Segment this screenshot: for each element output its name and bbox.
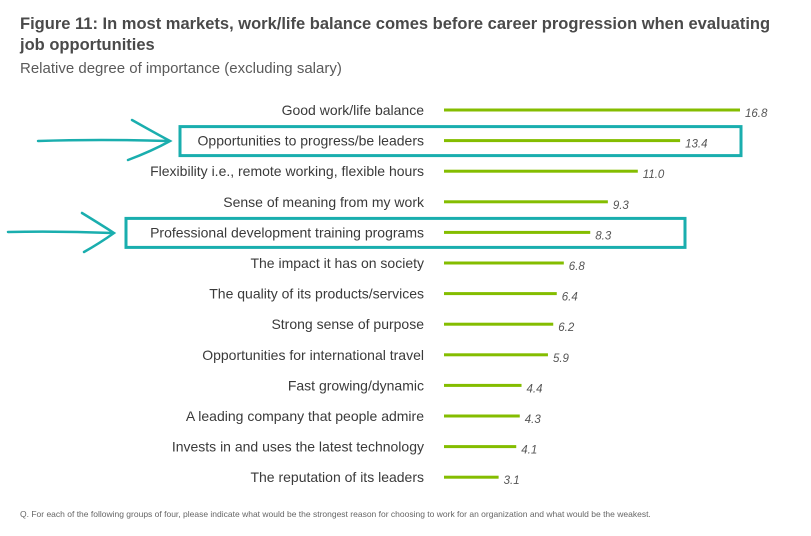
bar-good-work-life-balance [444, 108, 740, 112]
bar-fast-growing-dynamic [444, 383, 522, 387]
category-label: Opportunities to progress/be leaders [198, 133, 424, 149]
value-label: 9.3 [613, 200, 630, 212]
category-label: Sense of meaning from my work [223, 194, 425, 210]
arrow-icon [36, 118, 173, 162]
value-label: 5.9 [553, 353, 570, 365]
value-label: 6.8 [569, 261, 586, 273]
bar-sense-of-meaning-from-my-work [444, 200, 608, 204]
category-label: Good work/life balance [282, 102, 425, 118]
arrow-icon [6, 211, 117, 254]
value-label: 16.8 [745, 108, 768, 120]
category-label: The reputation of its leaders [250, 469, 424, 485]
bar-the-reputation-of-its-leaders [444, 475, 499, 479]
bar-opportunities-for-international-travel [444, 353, 548, 357]
category-label: Flexibility i.e., remote working, flexib… [150, 163, 424, 179]
category-label: Professional development training progra… [150, 224, 424, 240]
category-label: The impact it has on society [250, 255, 424, 271]
bar-strong-sense-of-purpose [444, 322, 554, 326]
category-label: Strong sense of purpose [271, 316, 424, 332]
value-label: 4.4 [527, 383, 543, 395]
bar-invests-in-and-uses-the-latest-technology [444, 445, 517, 449]
chart-subtitle: Relative degree of importance (excluding… [20, 60, 342, 77]
bar-the-impact-it-has-on-society [444, 261, 564, 265]
value-label: 8.3 [595, 230, 612, 242]
value-label: 4.3 [525, 414, 542, 426]
category-label: Fast growing/dynamic [288, 377, 424, 393]
value-label: 6.2 [558, 322, 575, 334]
category-label: A leading company that people admire [186, 408, 424, 424]
category-label: The quality of its products/services [209, 286, 424, 302]
value-label: 6.4 [562, 292, 578, 304]
value-label: 3.1 [504, 475, 520, 487]
survey-question-note: Q. For each of the following groups of f… [20, 509, 651, 519]
bar-the-quality-of-its-products-services [444, 292, 557, 296]
category-label: Opportunities for international travel [202, 347, 424, 363]
bar-flexibility-i-e-remote-working-flexible-hours [444, 169, 638, 173]
bar-a-leading-company-that-people-admire [444, 414, 520, 418]
bar-professional-development-training-programs [444, 230, 591, 234]
value-label: 4.1 [521, 445, 537, 457]
category-label: Invests in and uses the latest technolog… [172, 439, 424, 455]
chart-title: Figure 11: In most markets, work/life ba… [20, 15, 771, 54]
value-label: 11.0 [643, 169, 665, 181]
highlight-box-professional-development-training-programs [124, 216, 687, 249]
value-label: 13.4 [685, 139, 707, 151]
highlight-box-opportunities-to-progress-be-leaders [178, 125, 743, 158]
bar-opportunities-to-progress-be-leaders [444, 139, 681, 143]
